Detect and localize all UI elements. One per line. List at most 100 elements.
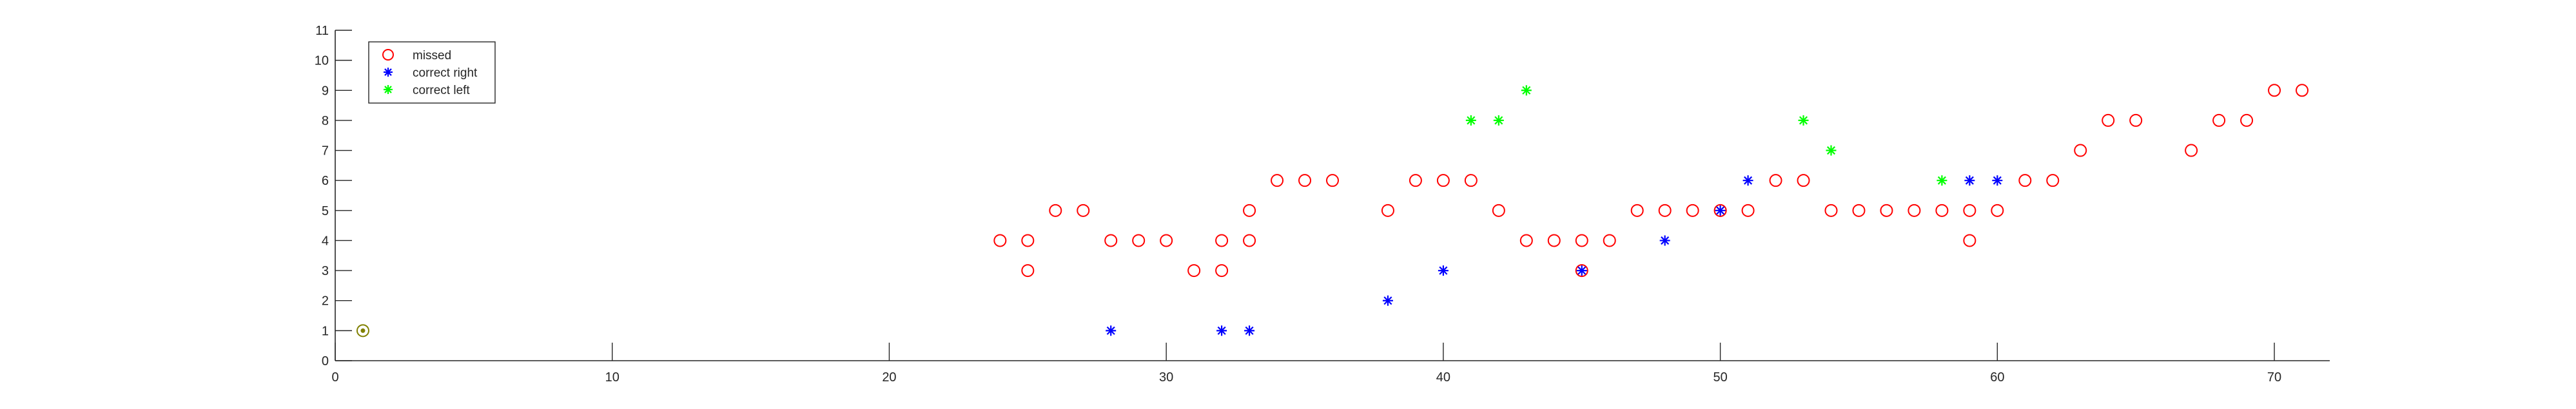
point-missed [2074, 144, 2087, 157]
point-correct-left [1521, 85, 1532, 96]
legend-label: correct left [413, 84, 470, 97]
point-correct-left [1465, 115, 1476, 126]
circle-marker [1963, 204, 1976, 217]
y-tick-label: 10 [315, 54, 329, 68]
point-correct-right [1715, 205, 1726, 216]
circle-marker [2185, 144, 2198, 157]
star-stroke [1494, 116, 1503, 125]
star-stroke [1744, 176, 1753, 185]
circle-marker [1409, 174, 1422, 187]
star-stroke [1993, 176, 2002, 185]
y-tick-label: 4 [322, 234, 329, 248]
circle-marker [1104, 234, 1118, 247]
point-correct-right [1742, 175, 1753, 186]
point-missed [1215, 264, 1229, 278]
y-tick-label: 11 [315, 24, 329, 38]
point-missed [1104, 234, 1118, 247]
circle-marker [1547, 234, 1561, 247]
point-missed [1991, 204, 2004, 217]
x-tick-label: 40 [1436, 370, 1450, 385]
point-missed [1880, 204, 1893, 217]
star-stroke [1217, 326, 1226, 335]
circle-marker [2102, 113, 2115, 127]
circle-marker [1519, 234, 1533, 247]
point-missed [2185, 144, 2198, 157]
point-missed [1464, 174, 1478, 187]
point-missed [1741, 204, 1755, 217]
circle-marker [1021, 264, 1035, 278]
circle-marker [1215, 264, 1229, 278]
star-stroke [1716, 206, 1725, 215]
star-stroke [1661, 236, 1670, 245]
point-correct-left [1826, 145, 1837, 156]
circle-marker [1298, 174, 1312, 187]
circle-marker [1769, 174, 1782, 187]
point-missed [1215, 234, 1229, 247]
star-stroke [1577, 266, 1586, 275]
circle-marker [1880, 204, 1893, 217]
point-missed [1603, 234, 1616, 247]
star-stroke [1826, 146, 1836, 155]
point-missed [1021, 234, 1035, 247]
circle-marker [2212, 113, 2226, 127]
point-unnamed [356, 324, 369, 338]
point-missed [1132, 234, 1146, 247]
circle-marker [1991, 204, 2004, 217]
circle-marker [1908, 204, 1921, 217]
circle-marker [1658, 204, 1672, 217]
y-tick-label: 0 [322, 354, 329, 368]
legend-label: missed [413, 49, 451, 62]
point-correct-right [1659, 235, 1670, 246]
point-missed [1187, 264, 1201, 278]
legend-marker-correct-left [384, 85, 393, 94]
y-tick-label: 8 [322, 114, 329, 128]
point-correct-left [1493, 115, 1504, 126]
point-correct-right [1576, 265, 1587, 276]
point-correct-right [1992, 175, 2003, 186]
point-missed [1686, 204, 1699, 217]
circle-marker [1243, 234, 1256, 247]
x-tick-label: 0 [331, 370, 338, 385]
legend-marker-correct-right [384, 68, 393, 77]
point-missed [1409, 174, 1422, 187]
circle-marker [1492, 204, 1505, 217]
circle-marker [2129, 113, 2143, 127]
point-missed [1824, 204, 1838, 217]
point-missed [1769, 174, 1782, 187]
y-tick-label: 6 [322, 174, 329, 188]
y-tick-label: 1 [322, 324, 329, 338]
point-missed [1049, 204, 1062, 217]
point-missed [1797, 174, 1810, 187]
circle-marker [1603, 234, 1616, 247]
point-missed [1271, 174, 1284, 187]
x-tick-label: 50 [1713, 370, 1727, 385]
point-missed [1575, 234, 1588, 247]
point-missed [1436, 174, 1450, 187]
star-stroke [1937, 176, 1946, 185]
circle-marker [1686, 204, 1699, 217]
point-missed [2102, 113, 2115, 127]
point-missed [1713, 204, 1727, 217]
x-tick-label: 10 [605, 370, 620, 385]
circle-marker [1741, 204, 1755, 217]
circle-marker [1132, 234, 1146, 247]
point-missed [1492, 204, 1505, 217]
circle-marker [1021, 234, 1035, 247]
circle-marker [1436, 174, 1450, 187]
point-missed [1243, 234, 1256, 247]
point-correct-right [1244, 325, 1255, 336]
point-missed [2212, 113, 2226, 127]
x-tick-label: 30 [1159, 370, 1173, 385]
circle-marker [1271, 174, 1284, 187]
circle-marker [1963, 234, 1976, 247]
point-missed [1160, 234, 1173, 247]
circle-marker [2240, 113, 2254, 127]
star-stroke [1245, 326, 1254, 335]
x-tick-label: 60 [1990, 370, 2004, 385]
legend-marker-missed [382, 49, 394, 61]
x-tick-label: 20 [882, 370, 896, 385]
circle-marker [1852, 204, 1866, 217]
point-correct-right [1106, 325, 1117, 336]
